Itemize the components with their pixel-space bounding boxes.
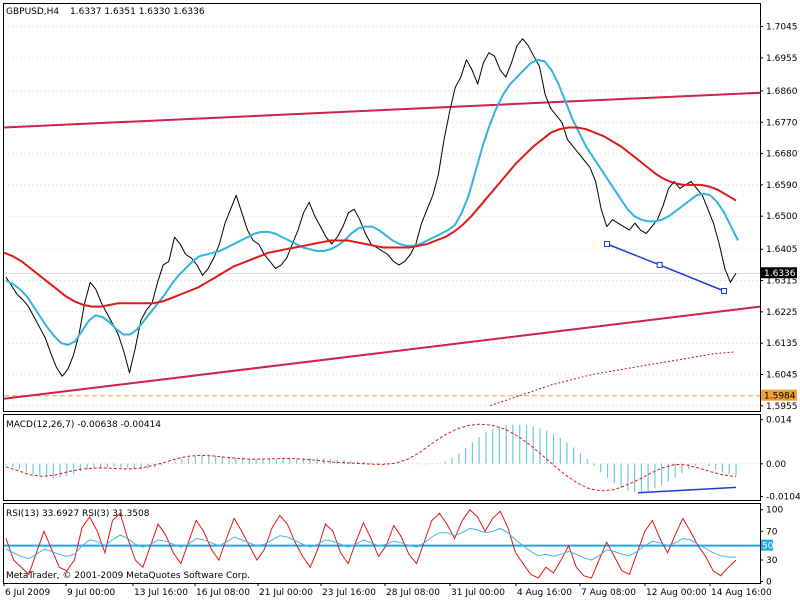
trendline-lower xyxy=(3,305,761,400)
macd-layer: 0.014 0.00 -0.01043 xyxy=(4,416,800,503)
macd-title: MACD(12,26,7) -0.00638 -0.00414 xyxy=(6,420,161,430)
price-axis: 1.7045 1.6955 1.6860 1.6770 1.6680 1.6590 1.65… xyxy=(760,23,798,412)
price-tick-label: 1.6315 xyxy=(766,277,798,287)
time-tick-label: 12 Aug 00:00 xyxy=(646,588,707,598)
price-tick-label: 1.6045 xyxy=(766,370,798,380)
current-price-label: 1.6336 xyxy=(764,269,796,279)
price-tick-label: 1.6135 xyxy=(766,339,798,349)
support-price-tag xyxy=(761,389,797,401)
ma-fast-line xyxy=(5,58,739,346)
price-tick-label: 1.7045 xyxy=(766,23,798,33)
trendline-upper xyxy=(3,91,761,129)
time-axis: 6 Jul 2009 9 Jul 00:00 13 Jul 16:00 16 Jul … xyxy=(3,583,772,598)
price-tick-label: 1.6770 xyxy=(766,118,798,128)
rsi-level-label: 50 xyxy=(762,542,774,552)
price-tick-label: 1.6500 xyxy=(766,212,798,222)
trendline-anchor xyxy=(721,287,727,294)
time-tick-label: 7 Aug 08:00 xyxy=(581,588,636,598)
rsi-tick-label: 30 xyxy=(766,556,778,566)
current-price-tag xyxy=(761,267,797,279)
support-price-label: 1.5984 xyxy=(764,392,796,402)
price-tick-label: 1.6680 xyxy=(766,150,798,160)
rsi-layer: 100 70 30 0 50 xyxy=(4,506,783,588)
time-tick-label: 4 Aug 16:00 xyxy=(517,588,572,598)
trendline-anchor xyxy=(604,241,610,248)
time-tick-label: 28 Jul 08:00 xyxy=(386,588,440,598)
price-tick-label: 1.6860 xyxy=(766,87,798,97)
time-tick-label: 31 Jul 00:00 xyxy=(451,588,505,598)
price-gridlines xyxy=(4,26,760,407)
ma-slow-line xyxy=(3,126,737,308)
time-tick-label: 14 Aug 16:00 xyxy=(711,588,772,598)
time-tick-label: 21 Jul 00:00 xyxy=(259,588,313,598)
time-tick-label: 23 Jul 16:00 xyxy=(322,588,376,598)
trendline-anchor xyxy=(656,261,663,268)
macd-tick-label: 0.014 xyxy=(766,416,792,426)
trendlines xyxy=(3,91,761,400)
price-panel-frame xyxy=(3,3,761,412)
macd-signal-line xyxy=(5,423,737,492)
price-tick-label: 1.6225 xyxy=(766,308,798,318)
price-tick-label: 1.6955 xyxy=(766,54,798,64)
macd-tick-label: 0.00 xyxy=(766,460,786,470)
ohlc-label: 1.6337 1.6351 1.6330 1.6336 xyxy=(70,7,205,17)
time-tick-label: 6 Jul 2009 xyxy=(5,588,50,598)
time-tick-label: 13 Jul 16:00 xyxy=(134,588,188,598)
rsi-level-tag xyxy=(761,539,773,551)
rsi-tick-label: 100 xyxy=(766,506,783,516)
rsi-tick-label: 70 xyxy=(766,527,778,537)
rsi-13-line xyxy=(5,527,736,561)
rsi-title: RSI(13) 33.6927 RSI(3) 31.3508 xyxy=(6,509,150,519)
time-tick-label: 9 Jul 00:00 xyxy=(67,588,116,598)
price-tick-label: 1.6590 xyxy=(766,181,798,191)
macd-divergence-line xyxy=(637,486,737,494)
price-line xyxy=(5,38,737,377)
price-tick-label: 1.5955 xyxy=(766,402,798,412)
copyright-text: MetaTrader, © 2001-2009 MetaQuotes Softw… xyxy=(6,571,250,581)
symbol-label: GBPUSD,H4 xyxy=(6,7,59,17)
price-series-group xyxy=(3,38,739,407)
rsi-tick-label: 0 xyxy=(766,578,772,588)
time-tick-label: 16 Jul 08:00 xyxy=(196,588,250,598)
price-tick-label: 1.6405 xyxy=(766,245,798,255)
macd-tick-label: -0.01043 xyxy=(766,493,800,503)
